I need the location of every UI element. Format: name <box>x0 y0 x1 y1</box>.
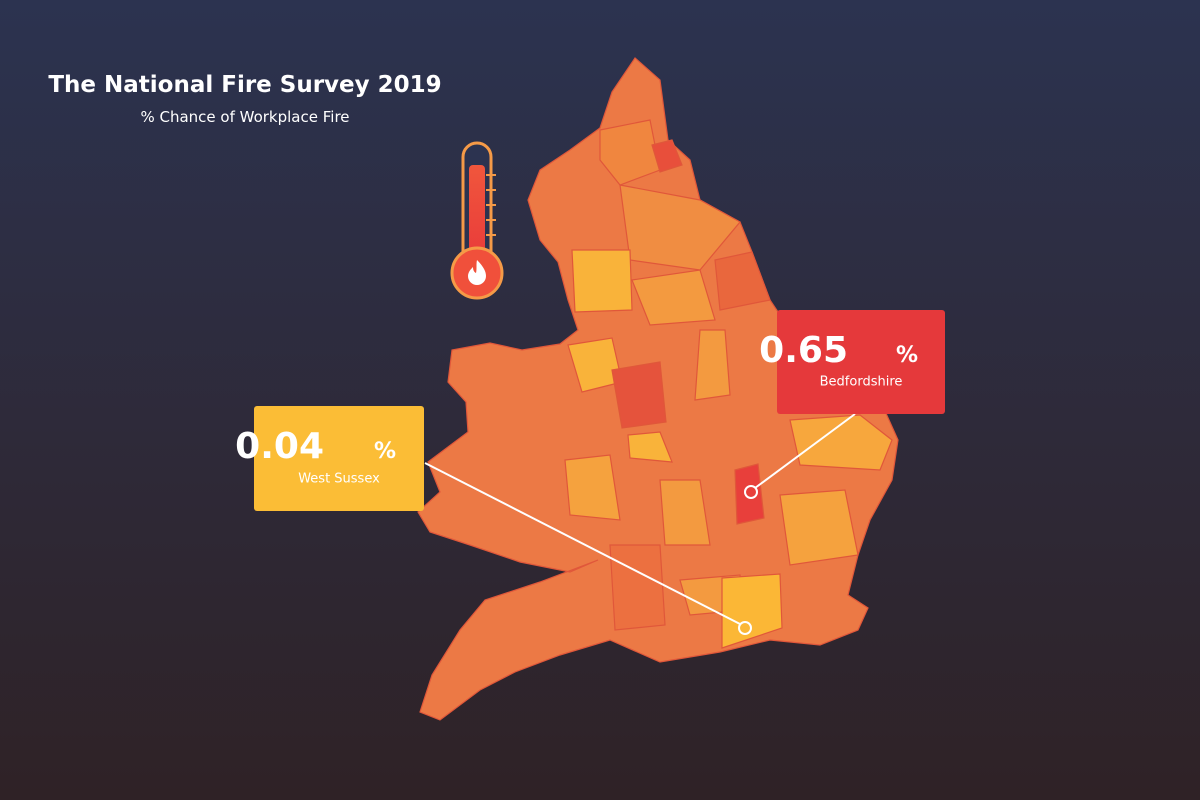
connectors <box>424 413 856 635</box>
callout-unit: % <box>374 439 396 464</box>
region <box>714 251 771 311</box>
map <box>417 57 899 721</box>
callout-unit: % <box>896 343 918 368</box>
callout: 0.65 % Bedfordshire <box>759 310 945 414</box>
west-sussex <box>721 573 783 649</box>
callout-value: 0.04 <box>235 426 324 467</box>
region <box>611 361 667 429</box>
region <box>571 249 633 313</box>
region <box>627 431 673 463</box>
title: The National Fire Survey 2019 <box>48 72 441 98</box>
region <box>694 329 731 401</box>
region <box>631 269 716 326</box>
region <box>599 119 661 186</box>
region <box>609 544 666 631</box>
region <box>619 184 741 271</box>
callout-place: West Sussex <box>298 472 380 487</box>
callout-value: 0.65 <box>759 330 848 371</box>
callout: 0.04 % West Sussex <box>235 406 424 511</box>
subtitle: % Chance of Workplace Fire <box>140 108 349 126</box>
region <box>789 414 893 471</box>
region <box>659 479 711 546</box>
thermometer-icon <box>450 141 504 300</box>
region <box>564 454 621 521</box>
region <box>779 489 859 566</box>
region <box>651 139 683 173</box>
callout-place: Bedfordshire <box>820 375 903 390</box>
